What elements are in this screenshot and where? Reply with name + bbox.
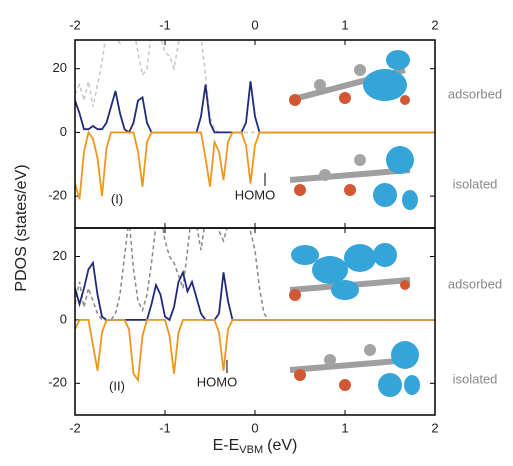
y-tick-label: -20	[48, 375, 67, 390]
y-tick-label: 0	[60, 311, 67, 326]
y-tick-label: 20	[53, 60, 67, 75]
x-title-main: E-E	[213, 437, 240, 454]
y-tick-label: 20	[53, 248, 67, 263]
pdos-line	[75, 260, 435, 322]
series-label: isolated	[453, 176, 498, 191]
x-tick-label: 0	[251, 420, 258, 435]
x-tick-label: 0	[251, 17, 258, 32]
pdos-line	[75, 130, 435, 200]
panel-label: (I)	[111, 191, 123, 206]
dashed-line	[75, 40, 435, 134]
x-tick-label: -1	[159, 17, 171, 32]
dashed-line	[75, 228, 435, 321]
x-tick-label: -2	[69, 420, 81, 435]
x-tick-label: -1	[159, 420, 171, 435]
x-tick-label: 2	[431, 17, 438, 32]
x-tick-label: 2	[431, 420, 438, 435]
x-title-unit: (eV)	[267, 437, 297, 454]
molecule-isolated-1	[289, 146, 418, 210]
x-tick-label: 1	[341, 420, 348, 435]
molecule-isolated-2	[289, 341, 420, 397]
y-tick-label: -20	[48, 188, 67, 203]
series-label: adsorbed	[448, 86, 502, 101]
molecule-adsorbed-1	[289, 50, 410, 106]
homo-annotation: HOMO	[197, 374, 237, 389]
panel-label: (II)	[109, 378, 125, 393]
x-title-sub: VBM	[239, 444, 263, 456]
homo-annotation: HOMO	[235, 187, 275, 202]
y-tick-label: 0	[60, 124, 67, 139]
molecule-adsorbed-2	[289, 243, 411, 301]
series-label: isolated	[453, 371, 498, 386]
x-tick-label: -2	[69, 17, 81, 32]
molecule-images	[289, 50, 420, 397]
plot-area	[75, 228, 435, 383]
plot-area	[75, 40, 435, 200]
x-axis-title: E-EVBM (eV)	[213, 437, 298, 456]
pdos-line	[75, 319, 435, 383]
y-axis-title: PDOS (states/eV)	[13, 164, 30, 291]
panel-frame	[74, 227, 436, 416]
x-tick-label: 1	[341, 17, 348, 32]
series-label: adsorbed	[448, 276, 502, 291]
